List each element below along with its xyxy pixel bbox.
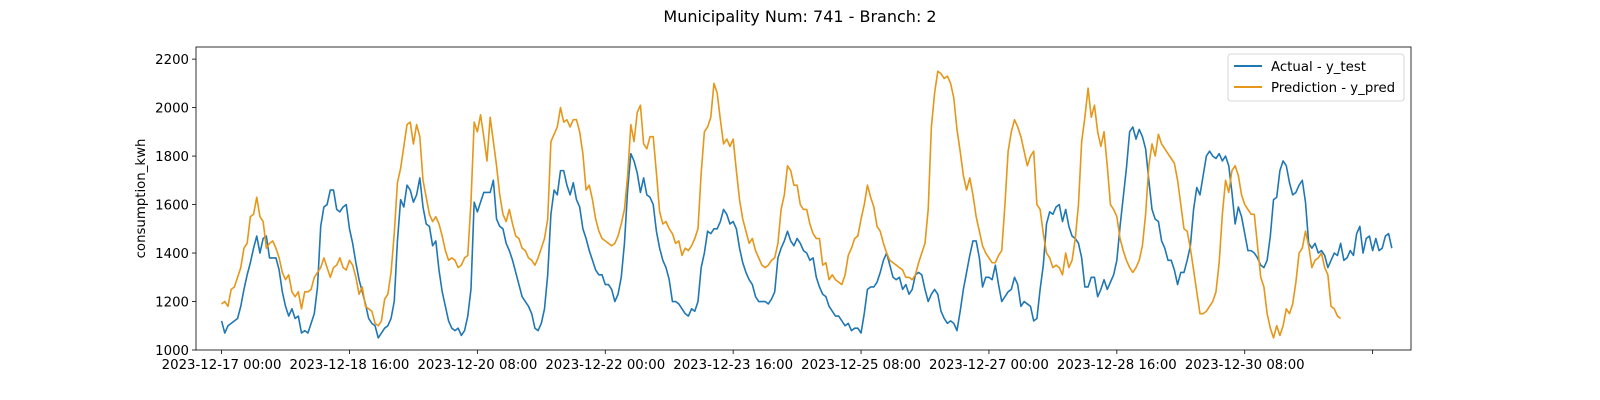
- y-tick-label: 1600: [155, 199, 189, 214]
- x-tick-label: 2023-12-28 16:00: [1057, 358, 1177, 373]
- y-axis-label: consumption_kwh: [134, 139, 149, 259]
- x-tick-label: 2023-12-22 00:00: [545, 358, 665, 373]
- x-axis: 2023-12-17 00:00 2023-12-18 16:00 2023-12-…: [162, 350, 1374, 373]
- y-tick-label: 1800: [155, 150, 189, 165]
- legend-box: [1227, 53, 1405, 102]
- y-tick-label: 1200: [155, 296, 189, 311]
- series-line-actual: [220, 126, 1393, 339]
- x-tick-label: 2023-12-30 08:00: [1185, 358, 1305, 373]
- x-tick-label: 2023-12-27 00:00: [929, 358, 1049, 373]
- y-axis: 1000 1200 1400 1600 1800 2000 2200: [155, 53, 196, 359]
- x-tick-label: 2023-12-20 08:00: [417, 358, 537, 373]
- x-tick-label: 2023-12-18 16:00: [290, 358, 410, 373]
- x-tick-label: 2023-12-17 00:00: [162, 358, 282, 373]
- y-tick-label: 2000: [155, 102, 189, 117]
- y-tick-label: 2200: [155, 53, 189, 68]
- chart-title: Municipality Num: 741 - Branch: 2: [663, 7, 936, 26]
- y-tick-label: 1400: [155, 247, 189, 262]
- legend-label: Actual - y_test: [1271, 60, 1366, 75]
- legend-label: Prediction - y_pred: [1271, 81, 1395, 96]
- plot-frame: [195, 46, 1412, 351]
- series-lines: [220, 70, 1393, 339]
- y-tick-label: 1000: [155, 344, 189, 359]
- legend: Actual - y_test Prediction - y_pred: [1227, 53, 1405, 102]
- series-line-prediction: [221, 70, 1342, 339]
- x-tick-label: 2023-12-25 08:00: [801, 358, 921, 373]
- x-tick-label: 2023-12-23 16:00: [673, 358, 793, 373]
